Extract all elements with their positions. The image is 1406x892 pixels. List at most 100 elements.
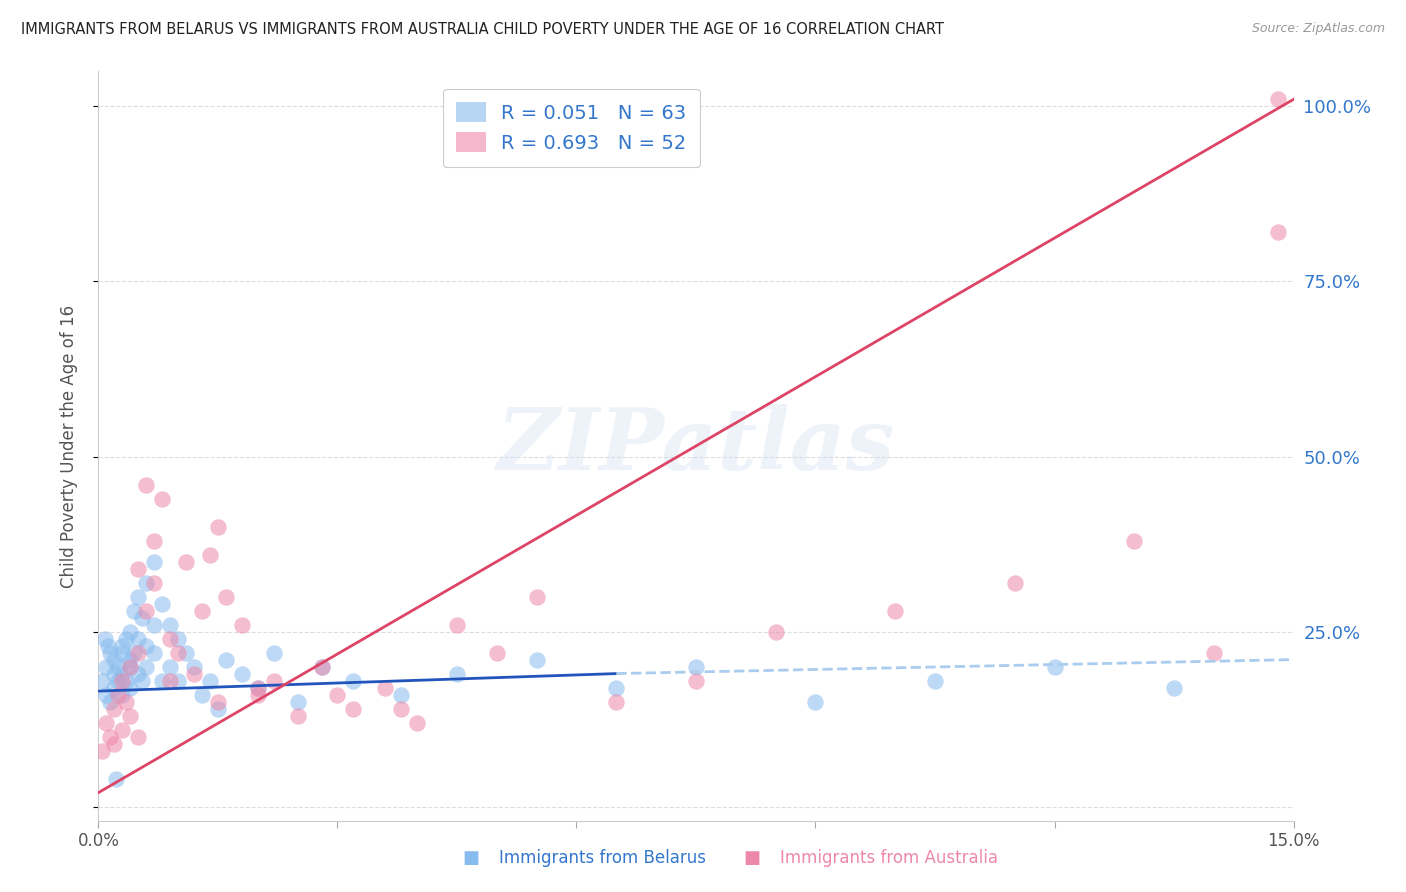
Point xyxy=(215,652,238,666)
Point xyxy=(131,673,153,688)
Point xyxy=(96,659,118,673)
Point xyxy=(1004,575,1026,590)
Point xyxy=(191,603,214,617)
Point xyxy=(167,632,190,646)
Point xyxy=(287,695,309,709)
Point xyxy=(124,646,146,660)
Point xyxy=(143,617,166,632)
Point xyxy=(127,632,149,646)
Point xyxy=(107,659,129,673)
Point xyxy=(98,730,122,744)
Point xyxy=(246,681,269,695)
Point xyxy=(127,561,149,575)
Point xyxy=(103,737,125,751)
Point xyxy=(115,632,138,646)
Point xyxy=(103,681,125,695)
Point xyxy=(127,646,149,660)
Point xyxy=(1163,681,1185,695)
Point xyxy=(143,555,166,569)
Point xyxy=(111,688,134,702)
Point xyxy=(120,659,142,673)
Point xyxy=(98,695,122,709)
Point xyxy=(115,673,138,688)
Point xyxy=(135,659,157,673)
Point xyxy=(120,708,142,723)
Text: Immigrants from Belarus: Immigrants from Belarus xyxy=(499,849,706,867)
Point xyxy=(685,659,707,673)
Point xyxy=(167,646,190,660)
Point xyxy=(174,646,197,660)
Point xyxy=(159,673,181,688)
Text: ■: ■ xyxy=(744,849,761,867)
Point xyxy=(107,673,129,688)
Point xyxy=(765,624,787,639)
Point xyxy=(263,646,285,660)
Legend: R = 0.051   N = 63, R = 0.693   N = 52: R = 0.051 N = 63, R = 0.693 N = 52 xyxy=(443,88,700,167)
Text: Source: ZipAtlas.com: Source: ZipAtlas.com xyxy=(1251,22,1385,36)
Point xyxy=(804,695,827,709)
Point xyxy=(150,597,173,611)
Point xyxy=(605,695,627,709)
Point xyxy=(94,632,117,646)
Point xyxy=(167,673,190,688)
Point xyxy=(127,666,149,681)
Point xyxy=(207,519,229,533)
Point xyxy=(127,730,149,744)
Point xyxy=(183,659,205,673)
Point xyxy=(198,548,221,562)
Point xyxy=(97,639,120,653)
Point xyxy=(135,639,157,653)
Point xyxy=(446,666,468,681)
Point xyxy=(287,708,309,723)
Point xyxy=(215,590,238,604)
Point xyxy=(246,688,269,702)
Point xyxy=(91,743,114,757)
Point xyxy=(107,688,129,702)
Point xyxy=(198,673,221,688)
Text: ZIPatlas: ZIPatlas xyxy=(496,404,896,488)
Point xyxy=(446,617,468,632)
Point xyxy=(120,681,142,695)
Point xyxy=(1123,533,1146,548)
Point xyxy=(342,701,364,715)
Point xyxy=(207,695,229,709)
Point xyxy=(143,646,166,660)
Point xyxy=(389,688,412,702)
Text: Immigrants from Australia: Immigrants from Australia xyxy=(780,849,998,867)
Point xyxy=(246,681,269,695)
Point xyxy=(159,659,181,673)
Point xyxy=(159,617,181,632)
Point xyxy=(311,659,333,673)
Point xyxy=(685,673,707,688)
Point xyxy=(1043,659,1066,673)
Point xyxy=(605,681,627,695)
Point xyxy=(183,666,205,681)
Point xyxy=(120,624,142,639)
Point xyxy=(526,590,548,604)
Point xyxy=(111,639,134,653)
Point xyxy=(342,673,364,688)
Point xyxy=(111,723,134,737)
Point xyxy=(111,673,134,688)
Point xyxy=(374,681,396,695)
Point xyxy=(135,477,157,491)
Point xyxy=(406,715,429,730)
Y-axis label: Child Poverty Under the Age of 16: Child Poverty Under the Age of 16 xyxy=(59,304,77,588)
Point xyxy=(111,646,134,660)
Point xyxy=(150,491,173,506)
Point xyxy=(120,652,142,666)
Point xyxy=(159,632,181,646)
Point xyxy=(103,701,125,715)
Point xyxy=(135,575,157,590)
Point xyxy=(96,715,118,730)
Point xyxy=(191,688,214,702)
Point xyxy=(485,646,508,660)
Point xyxy=(115,695,138,709)
Point xyxy=(103,652,125,666)
Point xyxy=(104,772,127,786)
Point xyxy=(135,603,157,617)
Point xyxy=(91,673,114,688)
Point xyxy=(263,673,285,688)
Point xyxy=(124,603,146,617)
Point xyxy=(131,610,153,624)
